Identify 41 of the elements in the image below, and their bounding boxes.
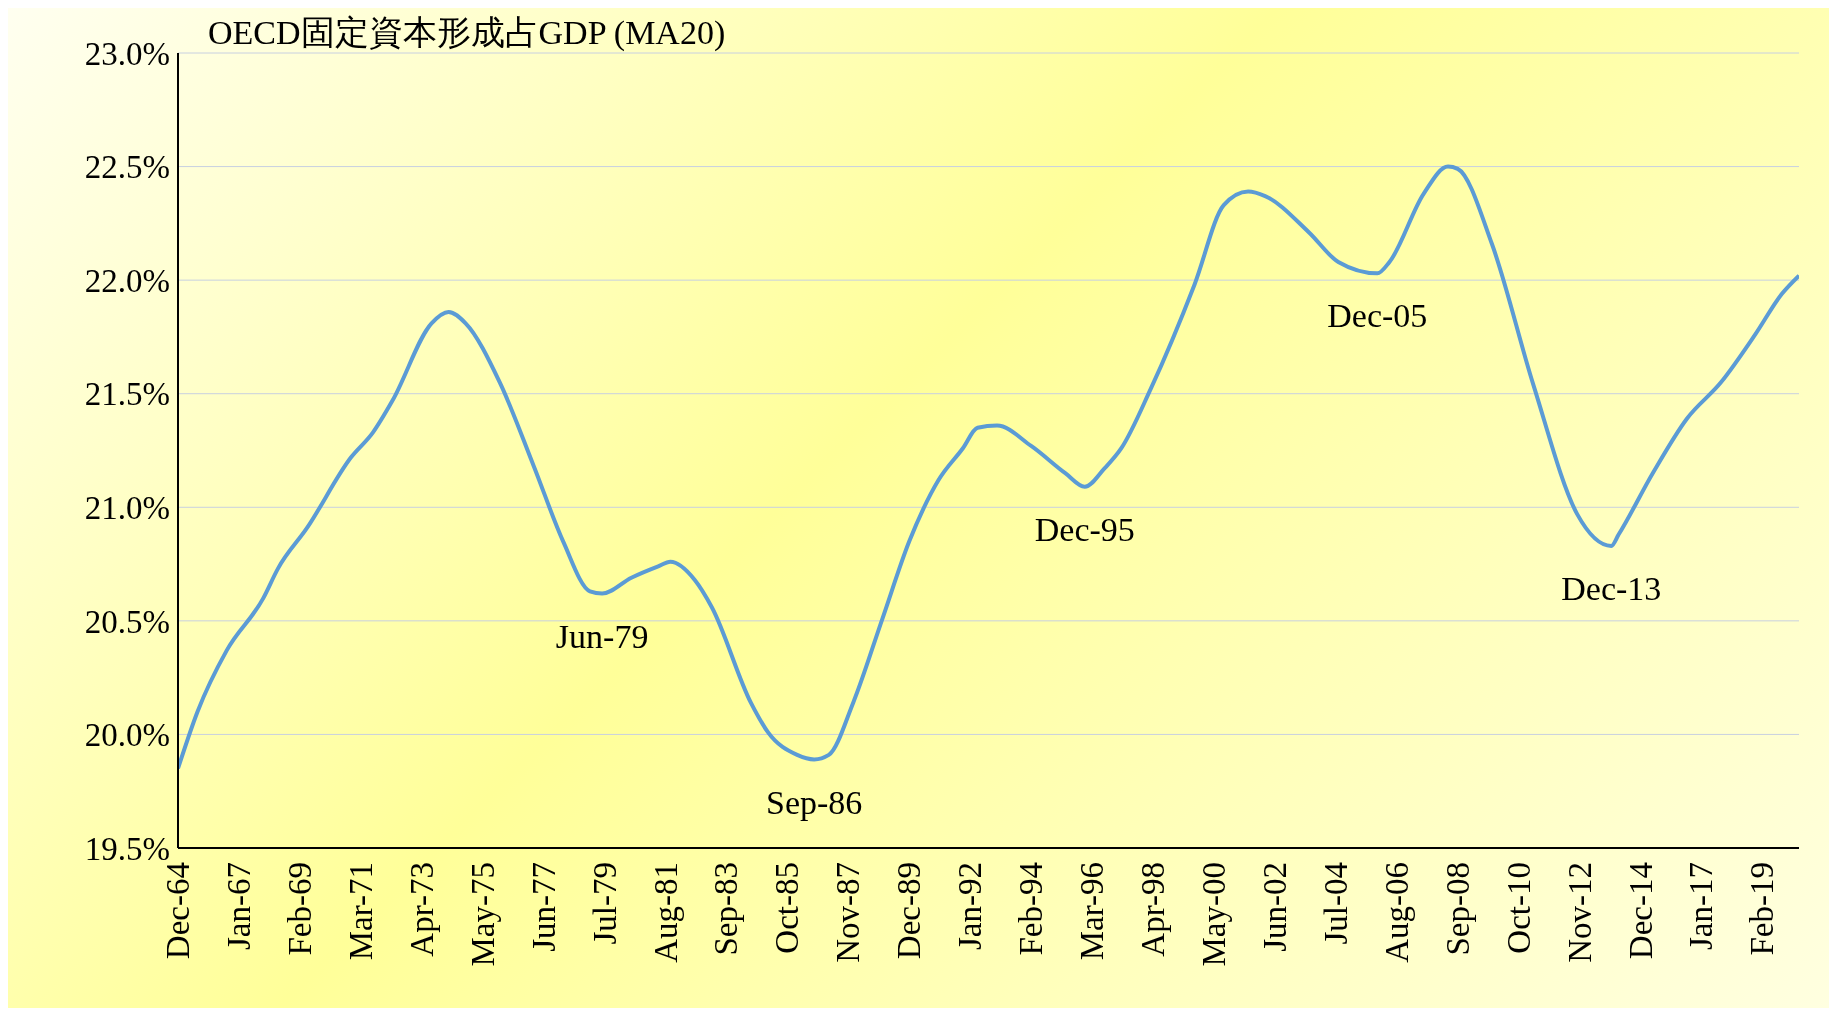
- annotation: Dec-13: [1561, 570, 1662, 608]
- x-tick-label: Nov-12: [1561, 862, 1598, 963]
- x-tick-label: Apr-73: [403, 862, 440, 957]
- x-tick-label: Feb-69: [281, 862, 318, 956]
- line-series: [178, 164, 1799, 771]
- x-tick-label: Sep-08: [1439, 862, 1476, 956]
- x-tick-label: Dec-64: [160, 862, 196, 960]
- x-tick-label: Oct-85: [769, 862, 806, 954]
- x-tick-label: Jul-79: [586, 862, 623, 945]
- x-tick-label: Dec-14: [1622, 862, 1659, 960]
- y-tick-label: 22.0%: [84, 262, 170, 299]
- x-tick-label: Nov-87: [830, 862, 867, 963]
- x-tick-label: Dec-89: [891, 862, 928, 960]
- y-tick-label: 22.5%: [84, 149, 170, 186]
- x-tick-label: Aug-81: [647, 862, 684, 963]
- x-tick-label: Jan-92: [952, 862, 989, 950]
- y-tick-label: 23.0%: [84, 35, 170, 72]
- x-tick-label: Sep-83: [708, 862, 745, 956]
- annotation: Dec-95: [1034, 510, 1135, 548]
- x-tick-label: Jul-04: [1317, 862, 1354, 945]
- x-tick-label: May-00: [1195, 862, 1232, 967]
- annotation: Sep-86: [766, 783, 863, 821]
- x-tick-label: May-75: [464, 862, 501, 967]
- x-tick-label: Oct-10: [1500, 862, 1537, 954]
- y-tick-label: 21.5%: [84, 376, 170, 413]
- x-tick-label: Jan-17: [1683, 862, 1720, 950]
- x-tick-label: Jan-67: [220, 862, 257, 950]
- x-tick-label: Mar-96: [1074, 862, 1111, 961]
- chart-title: OECD固定資本形成占GDP (MA20): [208, 13, 726, 53]
- x-tick-label: Feb-19: [1744, 862, 1781, 956]
- x-tick-label: Jun-02: [1256, 862, 1293, 952]
- y-tick-label: 20.0%: [84, 717, 170, 754]
- annotation: Jun-79: [555, 617, 649, 655]
- x-tick-label: Jun-77: [525, 862, 562, 952]
- x-tick-label: Feb-94: [1013, 862, 1050, 956]
- annotation: Dec-05: [1327, 297, 1428, 335]
- x-tick-label: Aug-06: [1378, 862, 1415, 963]
- y-tick-label: 20.5%: [84, 603, 170, 640]
- x-tick-label: Apr-98: [1135, 862, 1172, 957]
- x-tick-label: Mar-71: [342, 862, 379, 961]
- y-tick-label: 21.0%: [84, 490, 170, 526]
